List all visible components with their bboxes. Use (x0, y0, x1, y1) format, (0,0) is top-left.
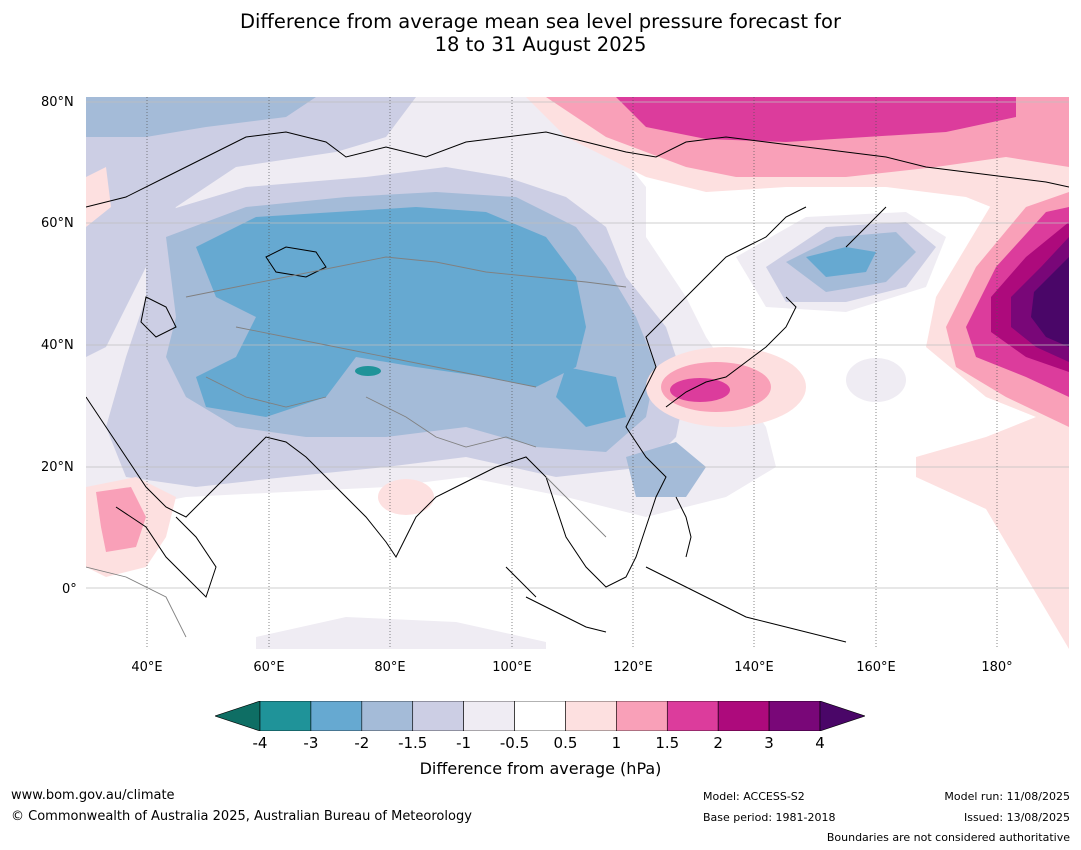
colorbar-tick-label: -2 (354, 734, 370, 752)
colorbar-tick-label: 0.5 (553, 734, 578, 752)
colorbar-segment (717, 701, 770, 731)
title-line-2: 18 to 31 August 2025 (434, 33, 647, 56)
footer-model-run: Model run: 11/08/2025 (944, 790, 1070, 803)
colorbar-segment (616, 701, 668, 731)
colorbar-extend-low (215, 701, 261, 731)
colorbar-tick-label: -4 (252, 734, 268, 752)
footer-url[interactable]: www.bom.gov.au/climate (11, 788, 175, 803)
map-title: Difference from average mean sea level p… (0, 10, 1081, 56)
colorbar-tick-label: 2 (713, 734, 723, 752)
lon-label-160e: 160°E (856, 660, 896, 675)
lon-label-180: 180° (981, 660, 1013, 675)
colorbar-tick-label: -1.5 (398, 734, 428, 752)
footer-base-period: Base period: 1981-2018 (703, 811, 836, 824)
anomaly-region-neg05-south (256, 617, 546, 649)
map-canvas (86, 97, 1069, 649)
colorbar-extend-high (819, 701, 865, 731)
anomaly-region-pos15-north (616, 97, 1016, 142)
colorbar-segment (310, 701, 363, 731)
country-borders (86, 256, 627, 638)
latitude-gridlines (86, 101, 1069, 589)
colorbar-tick-label: -1 (456, 734, 472, 752)
lat-label-80n: 80°N (41, 95, 74, 110)
anomaly-region-neg1 (86, 97, 416, 357)
pressure-anomaly-map (86, 97, 1069, 649)
colorbar-tick-label: 4 (815, 734, 825, 752)
colorbar-tick-label: 3 (764, 734, 774, 752)
anomaly-region-pos4-pacific (1031, 257, 1069, 347)
lon-label-140e: 140°E (734, 660, 774, 675)
lon-label-80e: 80°E (374, 660, 406, 675)
lon-label-100e: 100°E (492, 660, 532, 675)
colorbar (215, 701, 865, 731)
colorbar-segment (565, 701, 617, 731)
anomaly-region-neg15 (86, 97, 316, 137)
anomaly-region-neg2 (196, 207, 586, 417)
colorbar-segment (768, 701, 821, 731)
colorbar-segment (361, 701, 414, 731)
footer-copyright: © Commonwealth of Australia 2025, Austra… (11, 809, 472, 824)
lon-label-40e: 40°E (131, 660, 163, 675)
lat-label-60n: 60°N (41, 216, 74, 231)
colorbar-tick-label: -3 (303, 734, 319, 752)
lat-label-20n: 20°N (41, 460, 74, 475)
colorbar-segment (463, 701, 515, 731)
colorbar-segment (259, 701, 312, 731)
footer-boundaries: Boundaries are not considered authoritat… (826, 831, 1070, 844)
colorbar-segment (514, 701, 566, 731)
colorbar-label: Difference from average (hPa) (419, 759, 662, 778)
lon-label-120e: 120°E (613, 660, 653, 675)
colorbar-tick-label: 1.5 (655, 734, 680, 752)
anomaly-region-pos15-japan (670, 378, 730, 402)
footer-model: Model: ACCESS-S2 (703, 790, 805, 803)
lat-label-0: 0° (62, 582, 77, 597)
lat-label-40n: 40°N (41, 338, 74, 353)
coastlines (86, 131, 1069, 643)
colorbar-segment (412, 701, 464, 731)
anomaly-region-neg3 (355, 366, 381, 376)
lon-label-60e: 60°E (253, 660, 285, 675)
longitude-gridlines (146, 97, 998, 649)
footer-issued: Issued: 13/08/2025 (963, 811, 1070, 824)
colorbar-segment (666, 701, 719, 731)
colorbar-tick-label: 1 (611, 734, 622, 752)
colorbar-tick-label: -0.5 (499, 734, 530, 752)
title-line-1: Difference from average mean sea level p… (240, 10, 841, 33)
